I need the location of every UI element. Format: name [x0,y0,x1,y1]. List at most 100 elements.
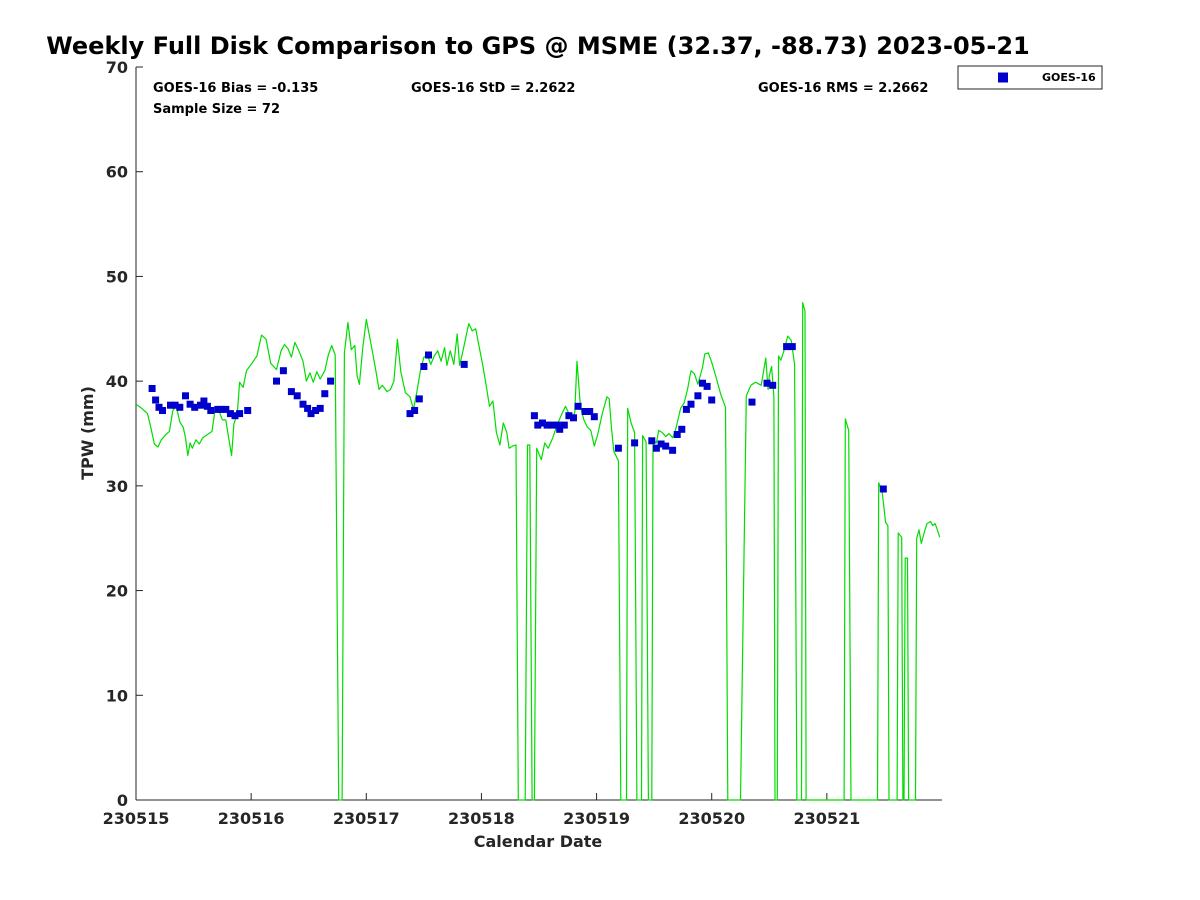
goes16-point [203,402,211,410]
goes16-point [197,401,204,409]
goes16-point [682,405,690,413]
goes16-point [420,363,428,370]
goes16-point [669,446,677,454]
goes16-point [406,410,414,418]
goes16-point [316,404,324,412]
goes16-point [176,403,184,411]
goes16-point [565,412,573,420]
goes16-point [287,388,295,396]
y-tick-label: 60 [106,163,128,182]
y-axis-label: TPW (mm) [78,386,97,480]
goes16-point [321,390,329,398]
goes16-point [581,408,589,415]
goes16-point [708,396,716,404]
goes16-point [415,395,423,403]
goes16-point [186,400,194,408]
goes16-point [148,385,156,392]
x-tick-label: 230521 [793,809,860,828]
y-axis: 0 10 20 30 40 50 60 70 [106,58,143,810]
goes16-point [614,444,622,452]
goes16-point [548,421,556,429]
goes16-point [217,405,225,413]
goes16-point [207,407,215,414]
goes16-point [304,404,312,412]
goes16-point [299,400,307,408]
y-tick-label: 20 [106,582,128,601]
goes16-point [293,392,301,400]
x-tick-label: 230520 [678,809,745,828]
goes16-point [182,392,189,400]
legend-box [957,65,1103,90]
goes16-point [411,407,419,414]
goes16-point [788,343,796,351]
y-tick-label: 30 [106,477,128,496]
goes16-point [556,425,564,433]
goes16-point [763,379,771,387]
goes16-point [553,421,561,429]
y-tick-label: 70 [106,58,128,77]
goes16-point [273,377,280,385]
goes16-point [200,397,208,405]
goes16-point [657,440,665,448]
goes16-point [231,412,239,420]
goes16-point [687,400,695,408]
goes16-point [586,408,594,415]
goes16-point [171,401,179,409]
goes16-point [648,437,656,445]
goes16-point [574,402,582,410]
chart-title: Weekly Full Disk Comparison to GPS @ MSM… [46,32,1029,60]
y-tick-label: 0 [117,791,128,810]
goes16-point [590,413,598,421]
goes16-point [167,401,174,409]
x-tick-label: 230516 [218,809,285,828]
legend-marker-goes16 [998,72,1008,83]
goes16-point [678,425,686,433]
goes16-point [327,377,335,385]
bias-stat: GOES-16 Bias = -0.135 [153,81,318,96]
goes16-point [159,407,166,414]
x-tick-label: 230519 [563,809,630,828]
goes16-point [279,367,287,375]
y-tick-label: 50 [106,267,128,286]
goes16-point [539,419,546,427]
goes16-point [694,392,702,400]
x-tick-label: 230518 [448,809,515,828]
plot-area [136,67,942,800]
goes16-point [662,442,670,450]
goes16-point [534,421,542,429]
rms-stat: GOES-16 RMS = 2.2662 [758,81,928,96]
goes16-point [673,431,681,438]
goes16-point [307,410,315,418]
goes16-point [631,439,639,447]
goes16-point [879,485,887,493]
goes16-point [560,421,568,429]
goes16-point [244,407,252,414]
goes16-point [222,405,230,413]
x-axis-label: Calendar Date [474,832,603,851]
goes16-point [226,410,234,418]
goes16-point [699,379,706,387]
legend: GOES-16 [957,65,1103,90]
legend-label-goes16: GOES-16 [1042,71,1096,84]
goes16-point [236,410,244,418]
gps-tpw-line [135,302,941,801]
goes16-point [748,398,756,406]
goes16-point [570,414,577,422]
x-tick-label: 230515 [103,809,170,828]
goes16-point [191,403,199,411]
goes16-point [769,381,777,389]
goes16-point [652,444,660,452]
goes16-point [460,360,468,368]
y-tick-label: 10 [106,686,128,705]
goes16-point [543,421,551,429]
goes16-point [312,407,320,414]
goes16-point [152,396,160,404]
sample-size-stat: Sample Size = 72 [153,102,280,117]
goes16-point [425,351,432,359]
goes16-point [783,343,791,351]
goes16-point [703,382,711,390]
x-tick-label: 230517 [333,809,400,828]
series-layer [135,302,941,801]
goes16-point [530,412,538,420]
